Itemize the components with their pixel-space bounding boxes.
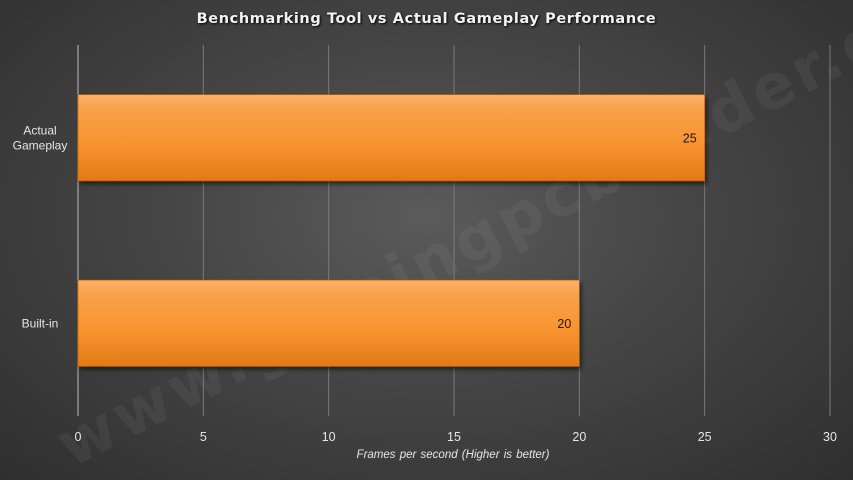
chart-title: Benchmarking Tool vs Actual Gameplay Per…	[196, 11, 657, 27]
x-tick-label: 30	[823, 430, 837, 444]
x-tick-label: 25	[698, 430, 712, 444]
data-label: 25	[683, 131, 697, 145]
data-label: 20	[557, 317, 571, 331]
x-axis-title: Frames per second (Higher is better)	[356, 449, 550, 461]
bar	[77, 94, 705, 182]
x-tick-label: 20	[572, 430, 586, 444]
x-tick-label: 5	[200, 430, 207, 444]
category-label: Built-in	[22, 316, 59, 330]
x-tick-label: 15	[447, 430, 461, 444]
bar	[77, 279, 580, 367]
x-tick-label: 0	[75, 430, 82, 444]
x-tick-label: 10	[322, 430, 336, 444]
category-label: Actual Gameplay	[13, 123, 68, 152]
